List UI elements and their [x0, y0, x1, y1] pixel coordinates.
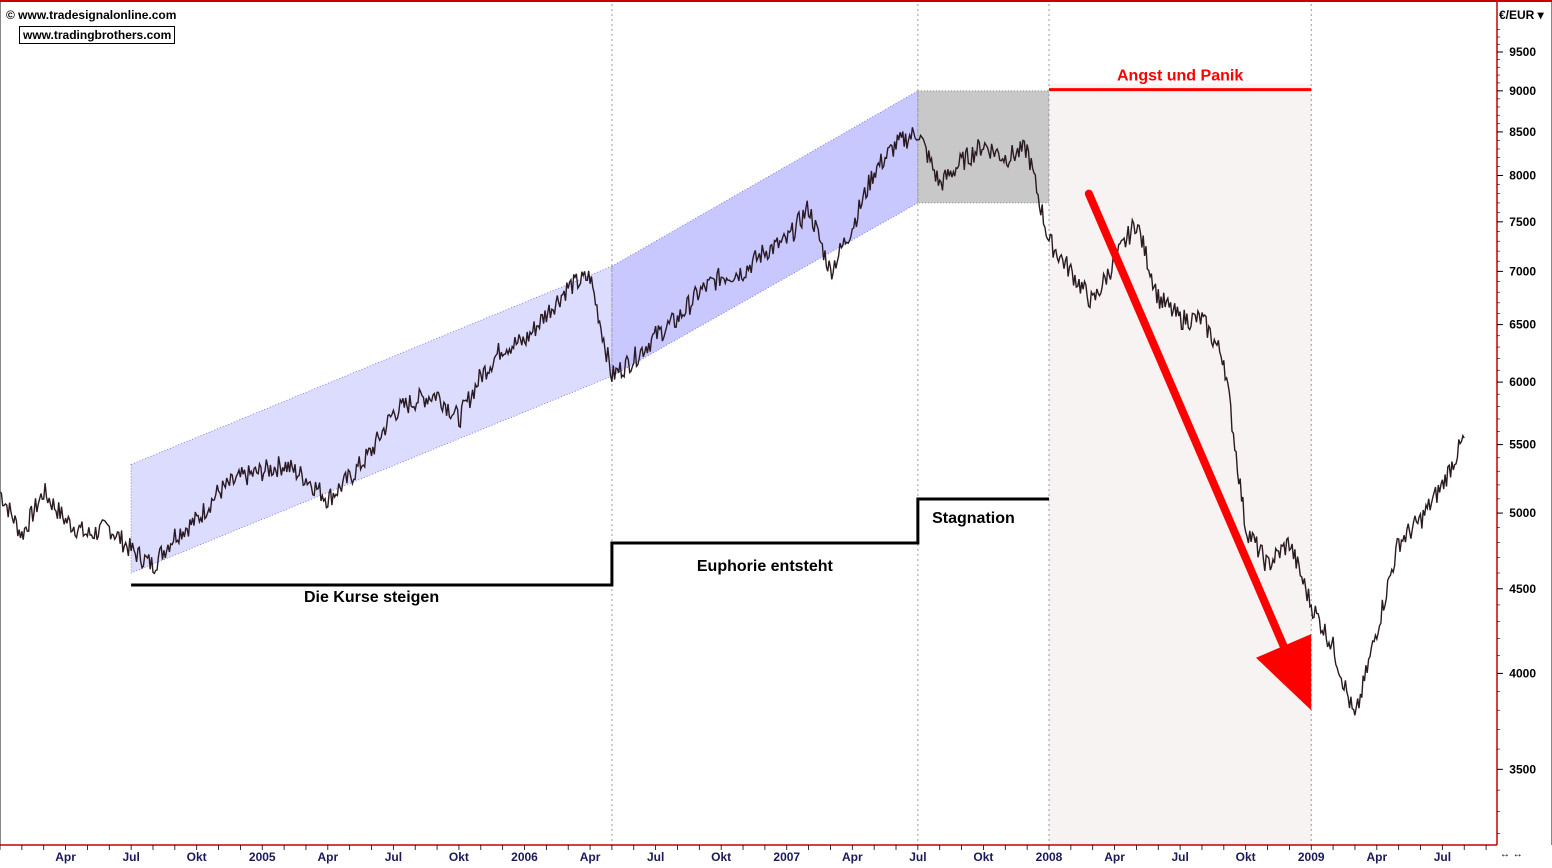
phase-labels: Die Kurse steigen Euphorie entsteht Stagna… — [304, 68, 1243, 606]
label-euphorie: Euphorie entsteht — [697, 558, 834, 575]
y-tick-label: 4500 — [1509, 582, 1536, 596]
x-axis-background — [0, 845, 1552, 868]
panic-arrow-shaft — [1084, 189, 1288, 650]
y-tick-label: 3500 — [1509, 762, 1536, 776]
x-tick-label: 2007 — [773, 850, 800, 864]
copyright-watermark: © www.tradesignalonline.com — [6, 8, 177, 22]
x-tick-label: Jul — [1434, 850, 1451, 864]
x-tick-label: Okt — [711, 850, 731, 864]
x-axis: Apr Jul Okt 2005 Apr Jul Okt 2006 Apr Jul Okt 2007 A… — [0, 844, 1552, 868]
x-tick-label: Apr — [1366, 850, 1387, 864]
y-tick-label: 4000 — [1509, 666, 1536, 680]
phase-step-lines — [131, 88, 1312, 587]
y-tick-label: 8500 — [1509, 125, 1536, 139]
label-angst-panik: Angst und Panik — [1117, 68, 1243, 85]
x-tick-label: Apr — [580, 850, 601, 864]
phase-step-line — [131, 497, 1049, 587]
x-tick-label: Jul — [122, 850, 139, 864]
x-tick-label: Apr — [1104, 850, 1125, 864]
y-axis-background — [1497, 2, 1551, 845]
rise-channel — [130, 265, 613, 574]
y-tick-label: 6000 — [1509, 375, 1536, 389]
phase-separators — [611, 4, 1312, 845]
label-stagnation: Stagnation — [932, 510, 1015, 527]
site-watermark[interactable]: www.tradingbrothers.com — [19, 26, 176, 44]
x-tick-label: Okt — [449, 850, 469, 864]
y-tick-label: 7000 — [1509, 264, 1536, 278]
y-tick-label: 9000 — [1509, 84, 1536, 98]
y-tick-label: 5500 — [1509, 438, 1536, 452]
x-tick-label: Jul — [1171, 850, 1188, 864]
x-tick-label: Apr — [55, 850, 76, 864]
y-tick-label: 9500 — [1509, 45, 1536, 59]
panic-arrow — [1084, 189, 1312, 711]
x-tick-label: 2005 — [249, 850, 276, 864]
y-tick-label: 8000 — [1509, 168, 1536, 182]
x-tick-label: Jul — [385, 850, 402, 864]
x-tick-label: Okt — [973, 850, 993, 864]
y-tick-label: 7500 — [1509, 215, 1536, 229]
x-tick-label: Jul — [647, 850, 664, 864]
scroll-arrows-icon[interactable]: ↔ ↔ — [1500, 849, 1523, 860]
x-tick-label: Jul — [909, 850, 926, 864]
x-tick-label: Apr — [842, 850, 863, 864]
y-tick-label: 5000 — [1509, 506, 1536, 520]
x-tick-label: 2009 — [1298, 850, 1325, 864]
x-tick-label: 2008 — [1036, 850, 1063, 864]
currency-menu[interactable]: €/EUR ▾ — [1499, 8, 1545, 22]
panic-arrow-head — [1256, 634, 1312, 711]
label-kurse-steigen: Die Kurse steigen — [304, 589, 439, 606]
x-tick-label: Apr — [317, 850, 338, 864]
price-series-line — [0, 127, 1465, 716]
y-axis: 3500 4000 4500 5000 5500 6000 6500 7000 7500 8000… — [1496, 2, 1551, 845]
x-tick-label: 2006 — [511, 850, 538, 864]
y-tick-label: 6500 — [1509, 318, 1536, 332]
x-tick-label: Okt — [1236, 850, 1256, 864]
x-tick-label: Okt — [187, 850, 207, 864]
